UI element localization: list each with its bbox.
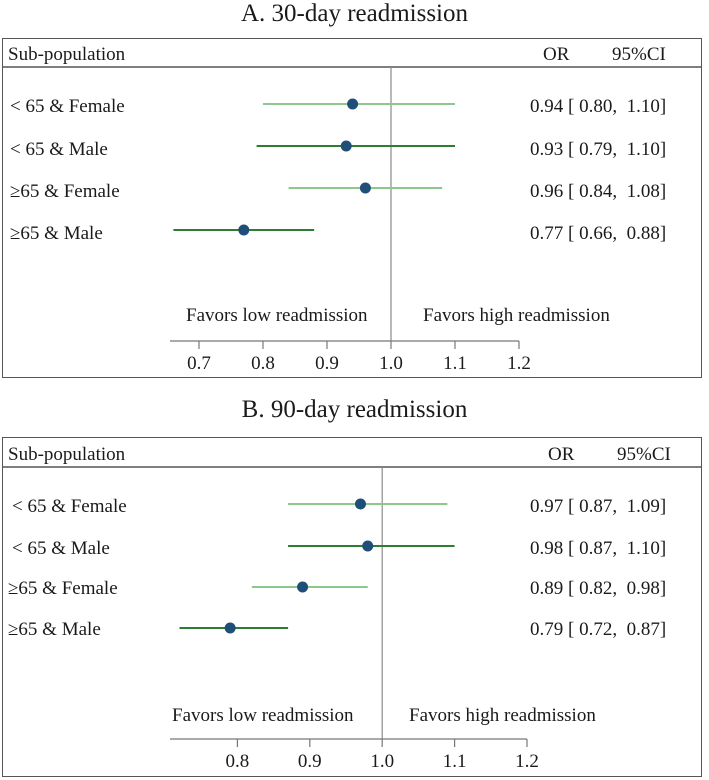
panel-b-row-ci: 0.98 [ 0.87, 1.10] [530, 538, 667, 559]
panel-a-row-ci: 0.77 [ 0.66, 0.88] [530, 223, 667, 244]
panel-a-header-ci: 95%CI [612, 44, 666, 65]
panel-b-x-tick-label: 0.8 [226, 751, 250, 772]
panel-a-or-point [347, 98, 359, 110]
panel-b-header-or: OR [548, 444, 575, 465]
panel-b-row-label: ≥65 & Female [8, 578, 118, 599]
panel-b-favors-high: Favors high readmission [409, 705, 596, 726]
panel-a-x-tick-label: 0.8 [251, 353, 275, 374]
panel-a-x-tick-label: 0.7 [187, 353, 211, 374]
panel-a-x-tick-label: 1.2 [507, 353, 531, 374]
panel-b-or-point [354, 498, 366, 510]
panel-a-row-label: < 65 & Male [10, 139, 108, 160]
panel-b-x-tick-label: 1.0 [370, 751, 394, 772]
panel-a-title: A. 30-day readmission [240, 0, 469, 27]
panel-b-x-tick-label: 0.9 [298, 751, 322, 772]
panel-b-or-point [297, 581, 309, 593]
panel-b-row-ci: 0.79 [ 0.72, 0.87] [530, 619, 667, 640]
panel-a-x-tick-label: 1.0 [379, 353, 403, 374]
panel-a-row-ci: 0.94 [ 0.80, 1.10] [530, 96, 667, 117]
panel-b-row-ci: 0.89 [ 0.82, 0.98] [530, 578, 667, 599]
panel-b-or-point [362, 540, 374, 552]
panel-a-or-point [340, 140, 352, 152]
panel-b-title: B. 90-day readmission [241, 396, 468, 423]
panel-b-or-point [224, 622, 236, 634]
panel-a-x-tick-label: 1.1 [443, 353, 467, 374]
panel-a-box [2, 38, 702, 378]
panel-a-x-tick-label: 0.9 [315, 353, 339, 374]
panel-a-row-label: ≥65 & Male [10, 223, 103, 244]
panel-b-header-ci: 95%CI [617, 444, 671, 465]
panel-b-x-tick-label: 1.1 [443, 751, 467, 772]
panel-a-row-ci: 0.93 [ 0.79, 1.10] [530, 139, 667, 160]
panel-a-or-point [359, 182, 371, 194]
panel-a-header-population: Sub-population [8, 44, 126, 65]
panel-b-x-tick-label: 1.2 [515, 751, 539, 772]
panel-a-row-ci: 0.96 [ 0.84, 1.08] [530, 181, 667, 202]
panel-b-row-ci: 0.97 [ 0.87, 1.09] [530, 496, 667, 517]
panel-a-favors-high: Favors high readmission [423, 305, 610, 326]
panel-b-row-label: ≥65 & Male [8, 619, 101, 640]
panel-b-box [2, 437, 702, 777]
panel-a-or-point [238, 224, 250, 236]
panel-a-row-label: < 65 & Female [10, 96, 125, 117]
panel-b-header-population: Sub-population [8, 444, 126, 465]
panel-b-row-label: < 65 & Female [12, 496, 127, 517]
panel-a-row-label: ≥65 & Female [10, 181, 120, 202]
panel-b-row-label: < 65 & Male [12, 538, 110, 559]
panel-b-favors-low: Favors low readmission [172, 705, 354, 726]
panel-a-favors-low: Favors low readmission [186, 305, 368, 326]
panel-a-header-or: OR [543, 44, 570, 65]
